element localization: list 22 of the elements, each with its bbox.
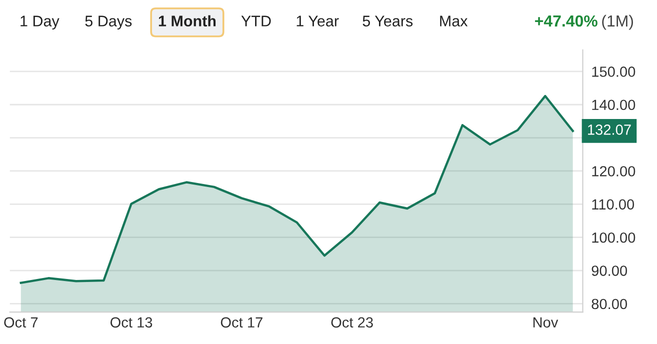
text: 5 Years — [362, 16, 413, 26]
x-tick-label: Oct 23 — [331, 317, 373, 328]
text: 1 Year — [296, 16, 339, 26]
text: (1M) — [602, 14, 633, 30]
text: YTD — [241, 16, 271, 26]
x-tick-label: Oct 17 — [220, 317, 262, 328]
y-tick-label: 110.00 — [592, 199, 634, 210]
y-tick-label: 90.00 — [592, 266, 628, 276]
text: 132.07 — [588, 124, 631, 135]
text: 1 Month — [158, 15, 216, 26]
y-tick-label: 120.00 — [592, 166, 636, 176]
y-tick-label: 150.00 — [592, 66, 636, 77]
text: +47.40% — [535, 15, 598, 27]
x-tick-label: Oct 7 — [4, 317, 38, 328]
x-tick-label: Nov — [533, 317, 558, 328]
text: 1 Day — [20, 16, 60, 30]
text: 5 Days — [85, 16, 132, 30]
x-tick-label: Oct 13 — [110, 317, 152, 328]
y-tick-label: 100.00 — [592, 232, 636, 243]
y-tick-label: 140.00 — [592, 100, 636, 110]
y-tick-label: 80.00 — [592, 298, 628, 310]
text: Max — [440, 16, 468, 26]
